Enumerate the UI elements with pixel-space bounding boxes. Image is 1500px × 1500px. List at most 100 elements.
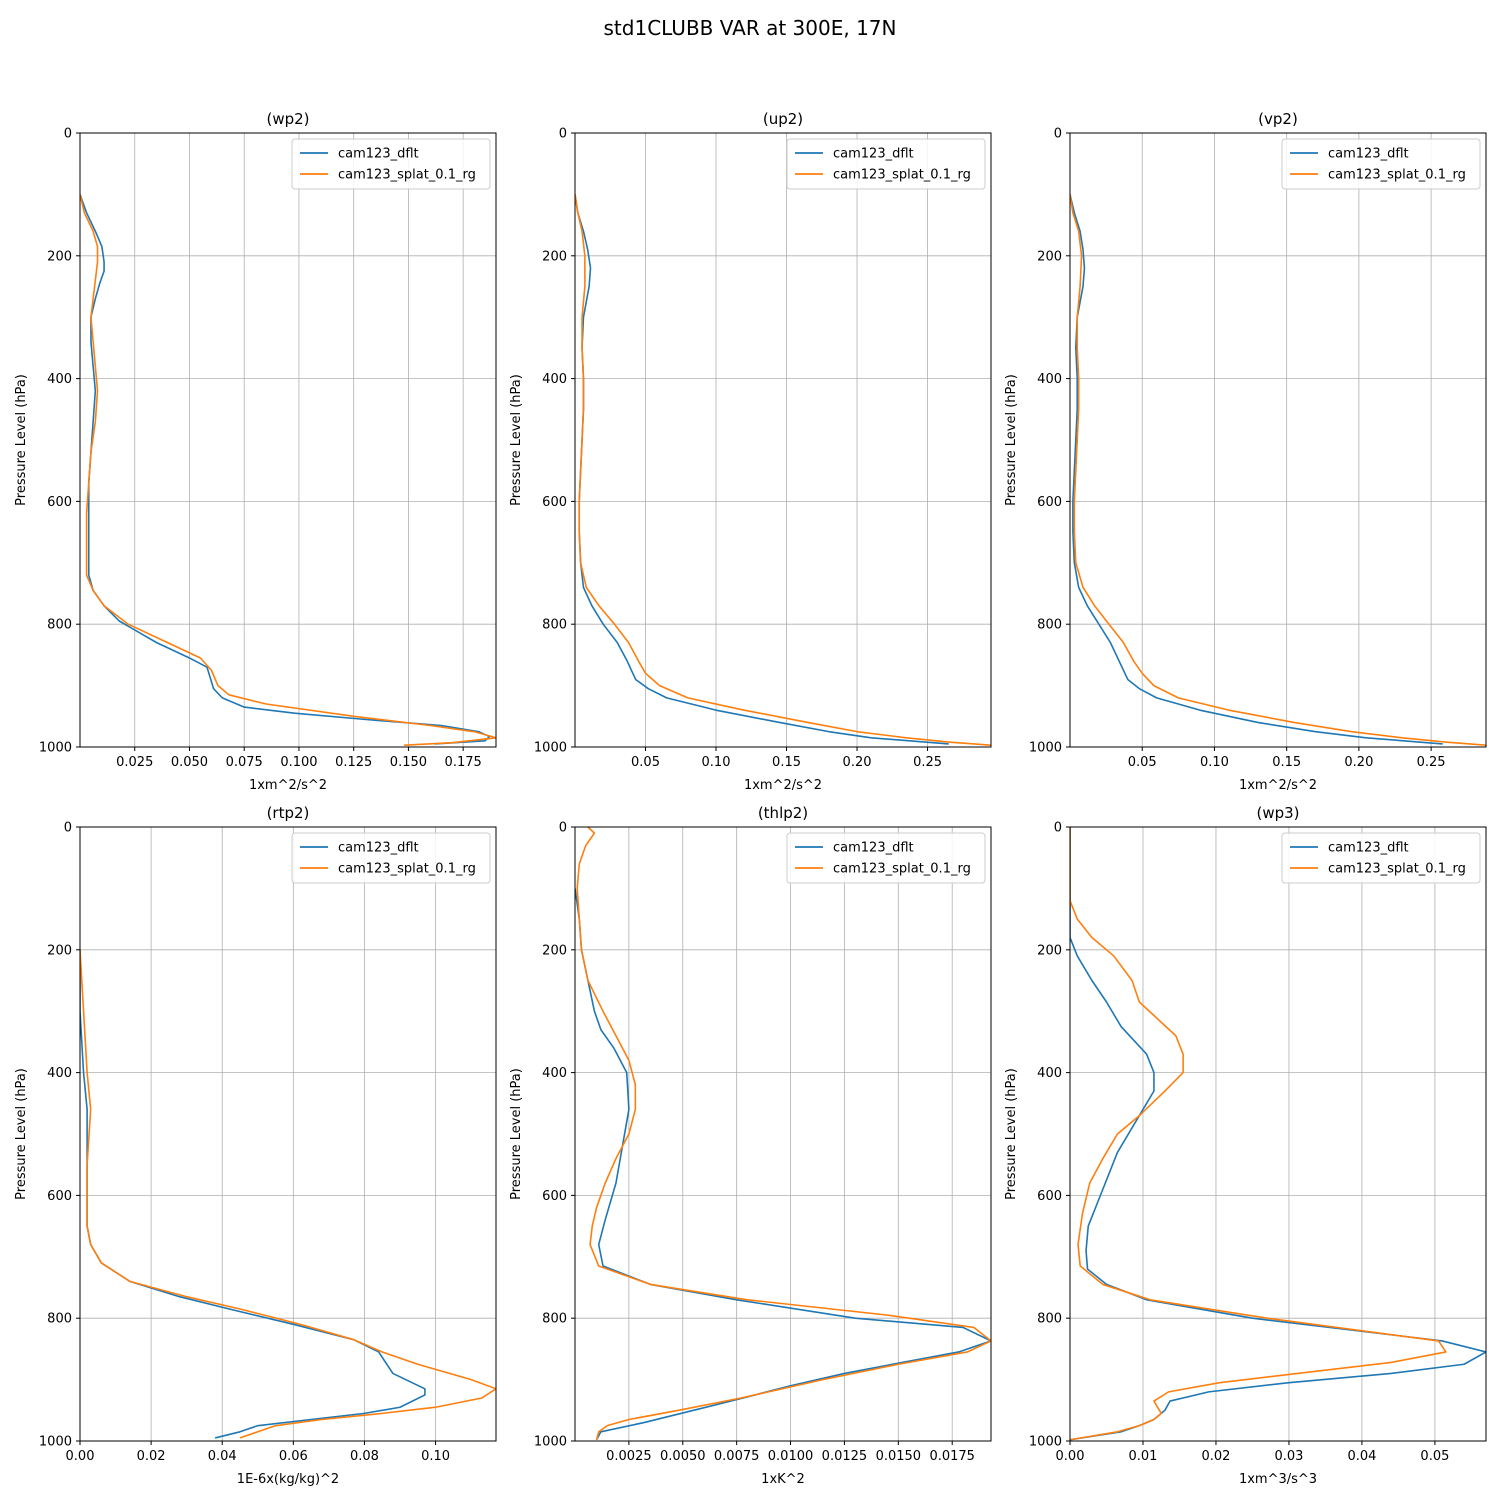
legend-frame xyxy=(1281,138,1481,190)
series-group xyxy=(1070,827,1486,1441)
chart-panel-4: 0.0025 0.0050 0.0075 0.0100 0.0125 0.0150 0.01… xyxy=(509,804,992,1487)
x-tick-label: 0.15 xyxy=(1272,755,1301,770)
x-tick-label: 0.100 xyxy=(280,755,317,770)
y-tick-label: 800 xyxy=(47,618,72,633)
legend-label: cam123_splat_0.1_rg xyxy=(833,862,971,877)
y-tick-label: 600 xyxy=(47,495,72,510)
series-line-cam123_dflt xyxy=(1070,194,1443,745)
legend-label: cam123_dflt xyxy=(338,147,419,162)
axes-frame xyxy=(574,826,992,1442)
series-line-cam123_splat_0.1_rg xyxy=(80,949,496,1439)
x-tick-label: 0.0125 xyxy=(822,1449,868,1464)
legend-frame xyxy=(291,138,491,190)
x-tick-label: 0.01 xyxy=(1129,1449,1158,1464)
y-tick-label: 1000 xyxy=(1029,1435,1062,1450)
x-tick-label: 0.20 xyxy=(843,755,872,770)
axes-frame xyxy=(574,132,992,748)
axes-frame xyxy=(79,132,497,748)
x-tick-label: 0.05 xyxy=(1420,1449,1449,1464)
x-tick-label: 0.10 xyxy=(702,755,731,770)
legend-label: cam123_dflt xyxy=(1328,147,1409,162)
chart-panel-3: 0.00 0.02 0.04 0.06 0.08 0.10 0 200 400 600 800 100… xyxy=(14,804,497,1487)
y-axis-label: Pressure Level (hPa) xyxy=(1004,374,1019,506)
chart-panel-0: 0.025 0.050 0.075 0.100 0.125 0.150 0.175 0 200 4… xyxy=(14,110,497,793)
y-tick-label: 800 xyxy=(1037,618,1062,633)
series-line-cam123_dflt xyxy=(575,888,991,1441)
y-axis-label: Pressure Level (hPa) xyxy=(509,1068,524,1200)
x-tick-label: 0.02 xyxy=(1201,1449,1230,1464)
x-tick-label: 0.125 xyxy=(335,755,372,770)
y-tick-label: 800 xyxy=(1037,1312,1062,1327)
y-tick-label: 800 xyxy=(542,1312,567,1327)
x-tick-label: 0.0150 xyxy=(876,1449,922,1464)
chart-panel-5: 0.00 0.01 0.02 0.03 0.04 0.05 0 200 400 600 800 100… xyxy=(1004,804,1487,1487)
legend-label: cam123_splat_0.1_rg xyxy=(1328,168,1466,183)
x-axis-label: 1xm^2/s^2 xyxy=(249,778,327,793)
y-tick-label: 200 xyxy=(47,249,72,264)
legend-label: cam123_splat_0.1_rg xyxy=(338,168,476,183)
x-tick-label: 0.0075 xyxy=(714,1449,760,1464)
x-tick-label: 0.05 xyxy=(631,755,660,770)
series-group xyxy=(575,827,991,1441)
chart-panel-1: 0.05 0.10 0.15 0.20 0.25 0 200 400 600 800 1000 (up… xyxy=(509,110,992,793)
legend: cam123_dflt cam123_splat_0.1_rg xyxy=(291,832,491,884)
legend-label: cam123_dflt xyxy=(833,841,914,856)
y-tick-label: 0 xyxy=(64,821,72,836)
legend: cam123_dflt cam123_splat_0.1_rg xyxy=(786,832,986,884)
y-tick-label: 600 xyxy=(542,495,567,510)
y-tick-label: 400 xyxy=(542,1066,567,1081)
x-tick-label: 0.10 xyxy=(1200,755,1229,770)
y-tick-label: 0 xyxy=(559,127,567,142)
y-tick-label: 0 xyxy=(1054,127,1062,142)
y-tick-label: 800 xyxy=(542,618,567,633)
legend: cam123_dflt cam123_splat_0.1_rg xyxy=(291,138,491,190)
y-tick-label: 200 xyxy=(47,943,72,958)
x-tick-label: 0.00 xyxy=(66,1449,95,1464)
x-axis-label: 1xK^2 xyxy=(761,1472,805,1487)
chart-panel-2: 0.05 0.10 0.15 0.20 0.25 0 200 400 600 800 1000 (vp… xyxy=(1004,110,1487,793)
y-tick-label: 0 xyxy=(1054,821,1062,836)
x-tick-label: 0.15 xyxy=(772,755,801,770)
y-axis-label: Pressure Level (hPa) xyxy=(14,1068,29,1200)
chart-title: (thlp2) xyxy=(758,804,808,822)
series-line-cam123_splat_0.1_rg xyxy=(576,827,991,1440)
x-tick-label: 0.25 xyxy=(1417,755,1446,770)
y-axis-label: Pressure Level (hPa) xyxy=(1004,1068,1019,1200)
legend-label: cam123_splat_0.1_rg xyxy=(833,168,971,183)
y-tick-label: 400 xyxy=(1037,372,1062,387)
x-tick-label: 0.06 xyxy=(279,1449,308,1464)
x-tick-label: 0.025 xyxy=(116,755,153,770)
x-tick-label: 0.08 xyxy=(350,1449,379,1464)
x-tick-label: 0.04 xyxy=(208,1449,237,1464)
y-tick-label: 400 xyxy=(47,1066,72,1081)
legend-label: cam123_splat_0.1_rg xyxy=(1328,862,1466,877)
x-tick-label: 0.02 xyxy=(137,1449,166,1464)
legend: cam123_dflt cam123_splat_0.1_rg xyxy=(786,138,986,190)
x-tick-label: 0.25 xyxy=(913,755,942,770)
axes-frame xyxy=(79,826,497,1442)
series-group xyxy=(1070,194,1486,746)
legend-frame xyxy=(291,832,491,884)
y-tick-label: 200 xyxy=(542,249,567,264)
series-line-cam123_dflt xyxy=(1070,827,1486,1441)
series-group xyxy=(80,949,496,1439)
series-line-cam123_splat_0.1_rg xyxy=(575,194,991,746)
y-tick-label: 1000 xyxy=(1029,741,1062,756)
y-tick-label: 400 xyxy=(47,372,72,387)
y-tick-label: 200 xyxy=(1037,249,1062,264)
y-tick-label: 1000 xyxy=(39,1435,72,1450)
y-tick-label: 600 xyxy=(1037,495,1062,510)
figure-title: std1CLUBB VAR at 300E, 17N xyxy=(603,16,897,40)
x-axis-label: 1xm^2/s^2 xyxy=(1239,778,1317,793)
legend-label: cam123_splat_0.1_rg xyxy=(338,862,476,877)
legend-frame xyxy=(786,138,986,190)
x-tick-label: 0.0100 xyxy=(768,1449,814,1464)
y-axis-label: Pressure Level (hPa) xyxy=(509,374,524,506)
y-tick-label: 1000 xyxy=(534,1435,567,1450)
y-tick-label: 1000 xyxy=(39,741,72,756)
x-tick-label: 0.075 xyxy=(226,755,263,770)
chart-title: (rtp2) xyxy=(267,804,310,822)
x-axis-label: 1xm^3/s^3 xyxy=(1239,1472,1317,1487)
